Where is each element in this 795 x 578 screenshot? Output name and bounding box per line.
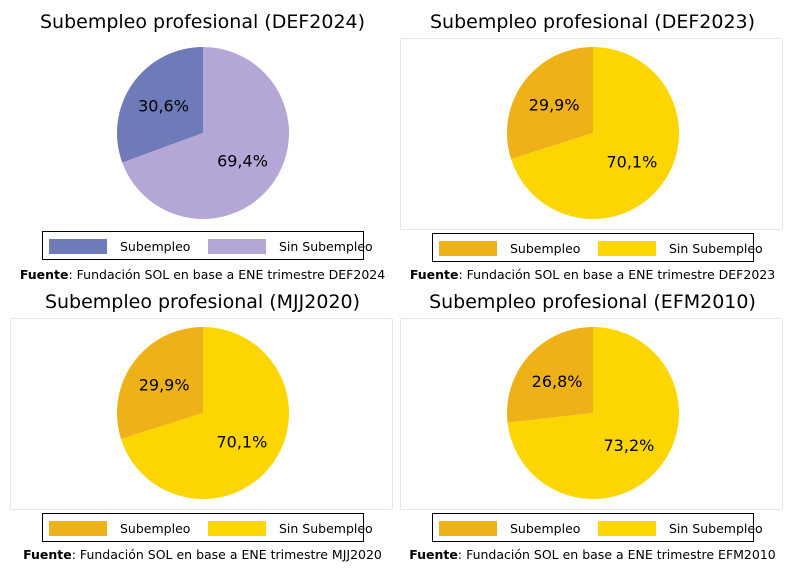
pie-chart: 30,6% 69,4% bbox=[117, 47, 289, 219]
legend-swatch bbox=[439, 240, 497, 256]
legend-label: Subempleo bbox=[510, 520, 581, 536]
legend-label: Subempleo bbox=[120, 238, 191, 254]
legend-item-sin-subempleo: Sin Subempleo bbox=[598, 520, 763, 536]
legend-swatch bbox=[598, 520, 656, 536]
pie-slice-subempleo bbox=[117, 47, 203, 163]
legend-swatch bbox=[208, 238, 266, 254]
pie-slice-subempleo bbox=[117, 327, 203, 440]
pie-slice-sin-subempleo bbox=[122, 47, 289, 219]
chart-source: Fuente: Fundación SOL en base a ENE trim… bbox=[400, 267, 785, 282]
pie-slice-sin-subempleo bbox=[121, 327, 289, 499]
pie-data-label: 70,1% bbox=[216, 432, 267, 451]
chart-legend: Subempleo Sin Subempleo bbox=[432, 513, 763, 542]
pie-slice-sin-subempleo bbox=[511, 47, 679, 219]
pie-slice-sin-subempleo bbox=[507, 327, 679, 499]
pie-data-label: 29,9% bbox=[139, 376, 190, 395]
pie-data-label: 30,6% bbox=[138, 96, 189, 115]
legend-item-subempleo: Subempleo bbox=[439, 520, 580, 536]
pie-data-label: 29,9% bbox=[529, 96, 580, 115]
pie-chart: 29,9% 70,1% bbox=[507, 47, 679, 219]
chart-title: Subempleo profesional (DEF2023) bbox=[429, 11, 756, 33]
source-text: : Fundación SOL en base a ENE trimestre … bbox=[68, 267, 386, 282]
source-label: Fuente bbox=[409, 267, 459, 282]
chart-panel-def2024: Subempleo profesional (DEF2024) 30,6% 69,… bbox=[10, 10, 400, 295]
legend-label: Sin Subempleo bbox=[279, 238, 373, 254]
chart-title: Subempleo profesional (EFM2010) bbox=[429, 291, 756, 313]
pie-chart: 26,8% 73,2% bbox=[507, 327, 679, 499]
legend-swatch bbox=[49, 520, 107, 536]
source-label: Fuente bbox=[19, 267, 69, 282]
chart-source: Fuente: Fundación SOL en base a ENE trim… bbox=[10, 267, 395, 282]
legend-label: Sin Subempleo bbox=[669, 240, 763, 256]
pie-slice-subempleo bbox=[507, 47, 593, 160]
source-text: : Fundación SOL en base a ENE trimestre … bbox=[458, 267, 776, 282]
chart-legend: Subempleo Sin Subempleo bbox=[432, 233, 763, 262]
chart-source: Fuente: Fundación SOL en base a ENE trim… bbox=[10, 547, 395, 562]
legend-item-subempleo: Subempleo bbox=[49, 238, 190, 254]
chart-frame bbox=[400, 38, 783, 230]
chart-frame bbox=[10, 318, 393, 510]
pie-data-label: 73,2% bbox=[604, 436, 655, 455]
pie-data-label: 26,8% bbox=[532, 372, 583, 391]
chart-panel-def2023: Subempleo profesional (DEF2023) 29,9% 70,… bbox=[400, 10, 790, 295]
legend-item-sin-subempleo: Sin Subempleo bbox=[208, 238, 373, 254]
chart-panel-mjj2020: Subempleo profesional (MJJ2020) 29,9% 70,… bbox=[10, 290, 400, 575]
legend-item-subempleo: Subempleo bbox=[439, 240, 580, 256]
legend-item-subempleo: Subempleo bbox=[49, 520, 190, 536]
source-text: : Fundación SOL en base a ENE trimestre … bbox=[71, 547, 382, 562]
legend-swatch bbox=[49, 238, 107, 254]
chart-legend: Subempleo Sin Subempleo bbox=[42, 513, 373, 542]
chart-title: Subempleo profesional (MJJ2020) bbox=[44, 291, 361, 313]
legend-swatch bbox=[598, 240, 656, 256]
pie-chart: 29,9% 70,1% bbox=[117, 327, 289, 499]
pie-data-label: 70,1% bbox=[606, 152, 657, 171]
legend-swatch bbox=[439, 520, 497, 536]
source-label: Fuente bbox=[409, 547, 458, 562]
legend-label: Sin Subempleo bbox=[279, 520, 373, 536]
legend-item-sin-subempleo: Sin Subempleo bbox=[208, 520, 373, 536]
chart-frame bbox=[400, 318, 783, 510]
pie-slice-subempleo bbox=[507, 327, 593, 423]
chart-title: Subempleo profesional (DEF2024) bbox=[39, 11, 366, 33]
legend-label: Subempleo bbox=[510, 240, 581, 256]
legend-swatch bbox=[208, 520, 266, 536]
legend-label: Subempleo bbox=[120, 520, 191, 536]
chart-legend: Subempleo Sin Subempleo bbox=[42, 231, 373, 260]
legend-item-sin-subempleo: Sin Subempleo bbox=[598, 240, 763, 256]
chart-panel-efm2010: Subempleo profesional (EFM2010) 26,8% 73,… bbox=[400, 290, 790, 575]
legend-label: Sin Subempleo bbox=[669, 520, 763, 536]
chart-source: Fuente: Fundación SOL en base a ENE trim… bbox=[400, 547, 785, 562]
source-label: Fuente bbox=[23, 547, 72, 562]
pie-data-label: 69,4% bbox=[217, 152, 268, 171]
source-text: : Fundación SOL en base a ENE trimestre … bbox=[457, 547, 776, 562]
